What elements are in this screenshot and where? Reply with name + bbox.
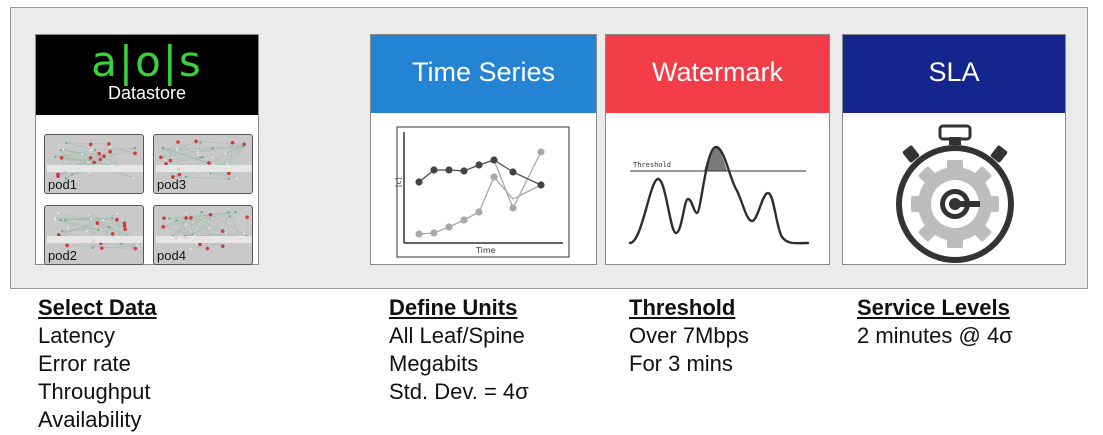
threshold-line-label: Threshold — [633, 161, 671, 169]
pod-thumbnail: pod2 — [44, 205, 144, 265]
chart-x-label: Time — [475, 246, 496, 255]
service-levels-column: Service Levels 2 minutes @ 4σ — [857, 294, 1013, 350]
column-line: Over 7Mbps — [629, 322, 749, 350]
time-series-body: [c] Time — [371, 115, 596, 264]
column-heading: Define Units — [389, 294, 529, 322]
threshold-column: Threshold Over 7Mbps For 3 mins — [629, 294, 749, 378]
sla-title: SLA — [843, 57, 1065, 88]
datastore-header: a|o|s Datastore — [36, 35, 258, 115]
aos-logo: a|o|s — [36, 37, 258, 86]
watermark-chart-icon: Threshold — [606, 115, 829, 265]
column-heading: Select Data — [38, 294, 157, 322]
column-line: Megabits — [389, 350, 529, 378]
pod-label: pod2 — [48, 248, 77, 263]
pod-label: pod4 — [157, 248, 186, 263]
column-heading: Service Levels — [857, 294, 1013, 322]
watermark-card: Watermark Threshold — [605, 34, 830, 265]
watermark-header: Watermark — [606, 35, 829, 113]
select-data-column: Select Data Latency Error rate Throughpu… — [38, 294, 157, 434]
pod-thumbnail: pod3 — [153, 134, 253, 194]
sla-body — [843, 115, 1065, 264]
datastore-title: Datastore — [36, 83, 258, 104]
datastore-pods: pod1 pod3 pod2 pod4 — [36, 115, 258, 264]
column-heading: Threshold — [629, 294, 749, 322]
define-units-column: Define Units All Leaf/Spine Megabits Std… — [389, 294, 529, 406]
time-series-card: Time Series [c] Time — [370, 34, 597, 265]
watermark-title: Watermark — [606, 57, 829, 88]
pod-label: pod1 — [48, 177, 77, 192]
column-line: Std. Dev. = 4σ — [389, 378, 529, 406]
chart-y-label: [c] — [395, 177, 403, 187]
column-line: Throughput — [38, 378, 157, 406]
column-line: Latency — [38, 322, 157, 350]
sla-card: SLA — [842, 34, 1066, 265]
time-series-title: Time Series — [371, 57, 596, 88]
watermark-body: Threshold — [606, 115, 829, 264]
column-line: For 3 mins — [629, 350, 749, 378]
pod-thumbnail: pod4 — [153, 205, 253, 265]
column-line: Error rate — [38, 350, 157, 378]
stopwatch-icon — [843, 115, 1065, 265]
time-series-header: Time Series — [371, 35, 596, 113]
pod-label: pod3 — [157, 177, 186, 192]
sla-header: SLA — [843, 35, 1065, 113]
column-line: 2 minutes @ 4σ — [857, 322, 1013, 350]
column-line: All Leaf/Spine — [389, 322, 529, 350]
column-line: Availability — [38, 406, 157, 434]
pod-thumbnail: pod1 — [44, 134, 144, 194]
time-series-chart-icon: [c] Time — [371, 115, 596, 265]
datastore-card: a|o|s Datastore pod1 pod3 pod2 pod4 — [35, 34, 259, 265]
